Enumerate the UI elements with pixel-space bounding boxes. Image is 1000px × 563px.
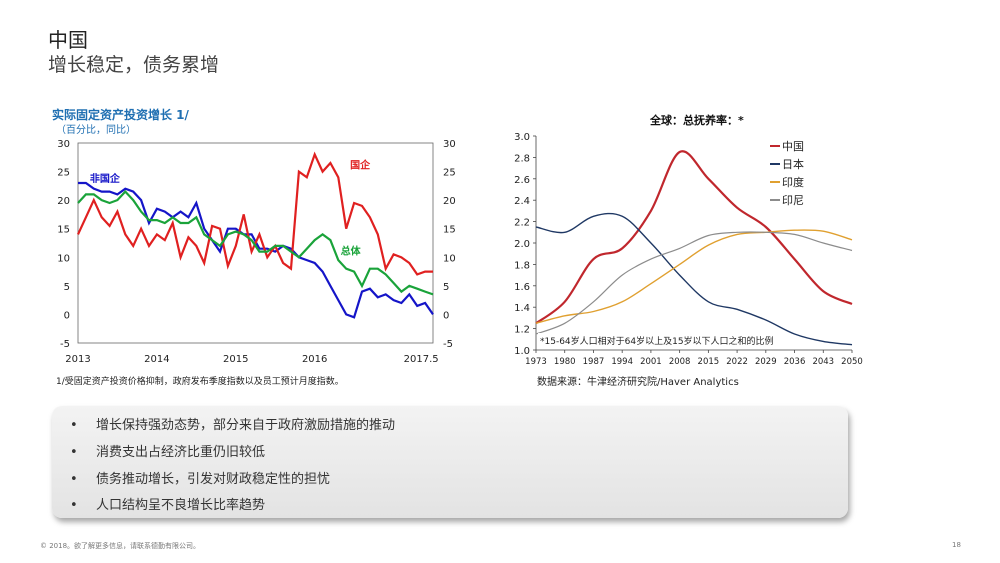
plot-frame <box>77 142 434 344</box>
left-chart-subtitle: （百分比，同比） <box>56 125 136 136</box>
y-tick-label: 2.0 <box>514 239 530 250</box>
x-tick-label: 2022 <box>726 357 748 367</box>
left-chart-title: 实际固定资产投资增长 1/ <box>52 108 189 122</box>
y-tick-label-left: 10 <box>57 253 70 264</box>
bullet-box: • 增长保持强劲态势，部分来自于政府激励措施的推动 • 消费支出占经济比重仍旧较低 … <box>52 406 848 518</box>
y-tick-label-right: 20 <box>443 196 456 207</box>
series-line-2 <box>535 229 853 324</box>
y-tick-label-left: 25 <box>57 168 70 179</box>
x-tick-label: 2043 <box>812 357 834 367</box>
legend-label: 日本 <box>782 157 804 171</box>
x-tick-label: 2014 <box>144 354 169 365</box>
right-chart-title: 全球：总抚养率：* <box>650 114 744 127</box>
legend-label: 印度 <box>782 175 804 189</box>
series-line-private <box>78 181 434 319</box>
legend-label: 印尼 <box>782 194 804 207</box>
y-tick-label-left: 15 <box>57 225 70 236</box>
y-tick-label: 2.8 <box>514 153 530 164</box>
y-tick-label-right: 15 <box>443 225 456 236</box>
y-tick-label-right: 30 <box>443 139 456 150</box>
y-tick-label-right: 25 <box>443 168 456 179</box>
y-tick-label: 2.2 <box>514 218 530 229</box>
x-tick-label: 2015 <box>698 357 720 367</box>
footnote-bg <box>538 333 790 347</box>
bullet-item: • 债务推动增长，引发对财政稳定性的担忧 <box>70 472 331 487</box>
series-line-0 <box>535 150 853 325</box>
bullet-item: • 增长保持强劲态势，部分来自于政府激励措施的推动 <box>70 418 396 433</box>
y-tick-label: 1.6 <box>514 282 530 293</box>
y-tick-label-left: 20 <box>57 196 70 207</box>
x-tick-label: 1973 <box>525 357 547 367</box>
x-tick-label: 2008 <box>669 357 691 367</box>
y-tick-label-left: 5 <box>64 282 70 293</box>
y-tick-label-right: -5 <box>443 339 453 350</box>
series-line-3 <box>535 231 853 335</box>
y-tick-label: 1.2 <box>514 325 530 336</box>
x-tick-label: 2029 <box>755 357 777 367</box>
x-tick-label: 2013 <box>65 354 90 365</box>
slide-subtitle: 增长稳定，债务累增 <box>48 54 220 76</box>
bullet-item: • 消费支出占经济比重仍旧较低 <box>70 445 266 460</box>
left-chart-note: 1/受固定资产投资价格抑制，政府发布季度指数以及员工预计月度指数。 <box>56 377 344 387</box>
x-tick-label: 2015 <box>223 354 248 365</box>
x-tick-label: 2016 <box>302 354 327 365</box>
x-tick-label: 2050 <box>841 357 863 367</box>
y-tick-label: 1.0 <box>514 346 530 357</box>
series-label-total: 总体 <box>341 244 362 257</box>
chart-footnote: *15-64岁人口相对于64岁以上及15岁以下人口之和的比例 <box>540 335 774 347</box>
page-number: 18 <box>952 541 961 549</box>
slide-title: 中国 <box>48 28 88 52</box>
y-tick-label-right: 0 <box>443 310 449 321</box>
x-tick-label: 1980 <box>554 357 576 367</box>
y-tick-label: 2.6 <box>514 175 530 186</box>
series-line-state <box>77 151 433 276</box>
right-chart-source: 数据来源：牛津经济研究院/Haver Analytics <box>537 377 739 388</box>
x-tick-label: 1987 <box>583 357 605 367</box>
x-tick-label: 2036 <box>784 357 806 367</box>
series-line-total <box>77 189 434 296</box>
series-line-1 <box>535 212 853 346</box>
footer-text: © 2018。欲了解更多信息，请联系德勤有限公司。 <box>40 542 201 550</box>
y-tick-label: 1.8 <box>514 260 530 271</box>
y-tick-label-right: 5 <box>443 282 449 293</box>
legend-label: 中国 <box>782 140 804 153</box>
y-tick-label-left: 30 <box>57 139 70 150</box>
y-tick-label: 3.0 <box>514 132 530 143</box>
y-tick-label-left: -5 <box>60 339 70 350</box>
x-tick-label: 2001 <box>640 357 662 367</box>
x-tick-label: 2017.5 <box>404 354 439 365</box>
x-tick-label: 1994 <box>611 357 633 367</box>
y-tick-label-right: 10 <box>443 253 456 264</box>
y-tick-label: 2.4 <box>514 196 530 207</box>
series-label-state: 国企 <box>350 159 371 172</box>
y-tick-label: 1.4 <box>514 303 530 314</box>
y-tick-label-left: 0 <box>64 310 70 321</box>
series-label-private: 非国企 <box>90 172 121 185</box>
bullet-item: • 人口结构呈不良增长比率趋势 <box>70 498 266 513</box>
